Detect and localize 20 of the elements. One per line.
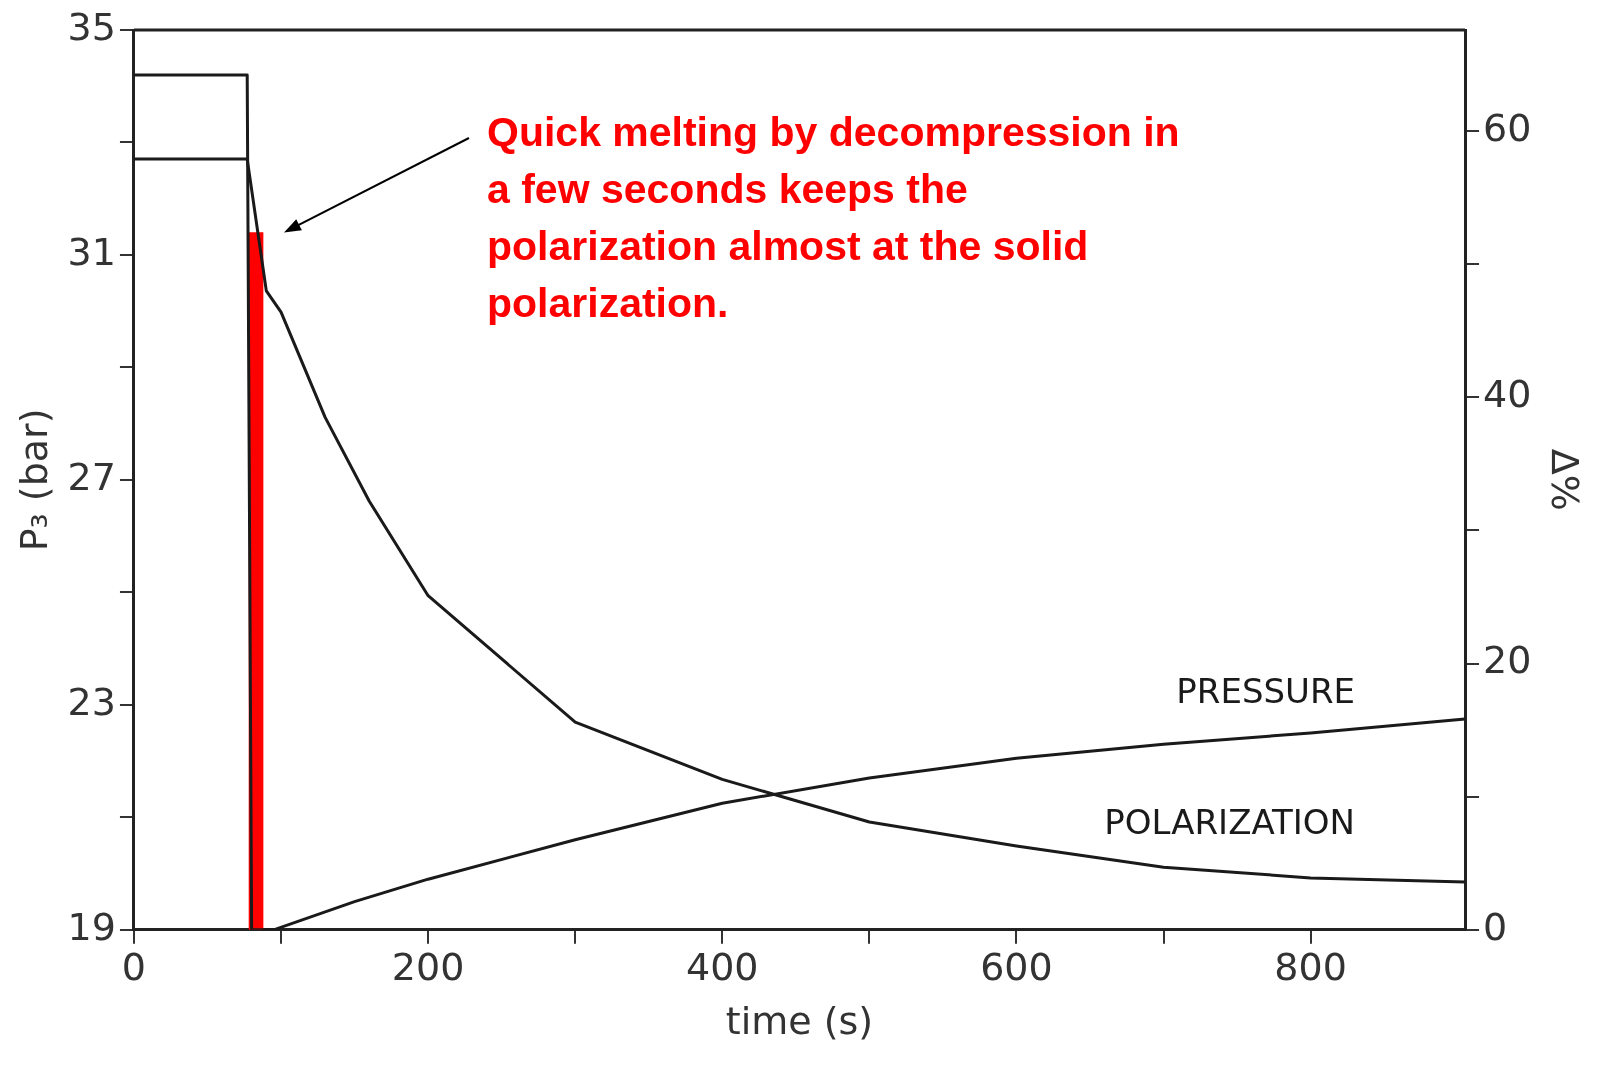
y-tick-label: 19 (67, 904, 116, 949)
x-tick-label: 200 (391, 945, 465, 990)
series-label: PRESSURE (1176, 670, 1356, 711)
annotation: Quick melting by decompression in a few seconds keeps the polarization almost at the solid polarization. (487, 108, 1181, 328)
y-axis-title: P₃ (bar) (11, 408, 56, 552)
y-tick-label: 31 (67, 229, 116, 274)
y2-tick-label: 0 (1483, 904, 1508, 949)
x-tick-label: 600 (980, 945, 1053, 990)
y-tick-label: 27 (67, 454, 116, 499)
series-label: POLARIZATION (1104, 801, 1356, 842)
y2-axis-title: Δ% (1543, 448, 1588, 511)
y2-tick-label: 40 (1483, 372, 1532, 417)
x-tick-label: 400 (686, 945, 759, 990)
y2-tick-label: 20 (1483, 638, 1532, 683)
y-tick-label: 23 (67, 679, 116, 724)
y2-tick-label: 60 (1483, 106, 1532, 151)
y-tick-label: 35 (67, 4, 116, 49)
x-tick-label: 0 (121, 945, 147, 990)
x-axis-title: time (s) (725, 999, 874, 1044)
x-tick-label: 800 (1274, 945, 1347, 990)
